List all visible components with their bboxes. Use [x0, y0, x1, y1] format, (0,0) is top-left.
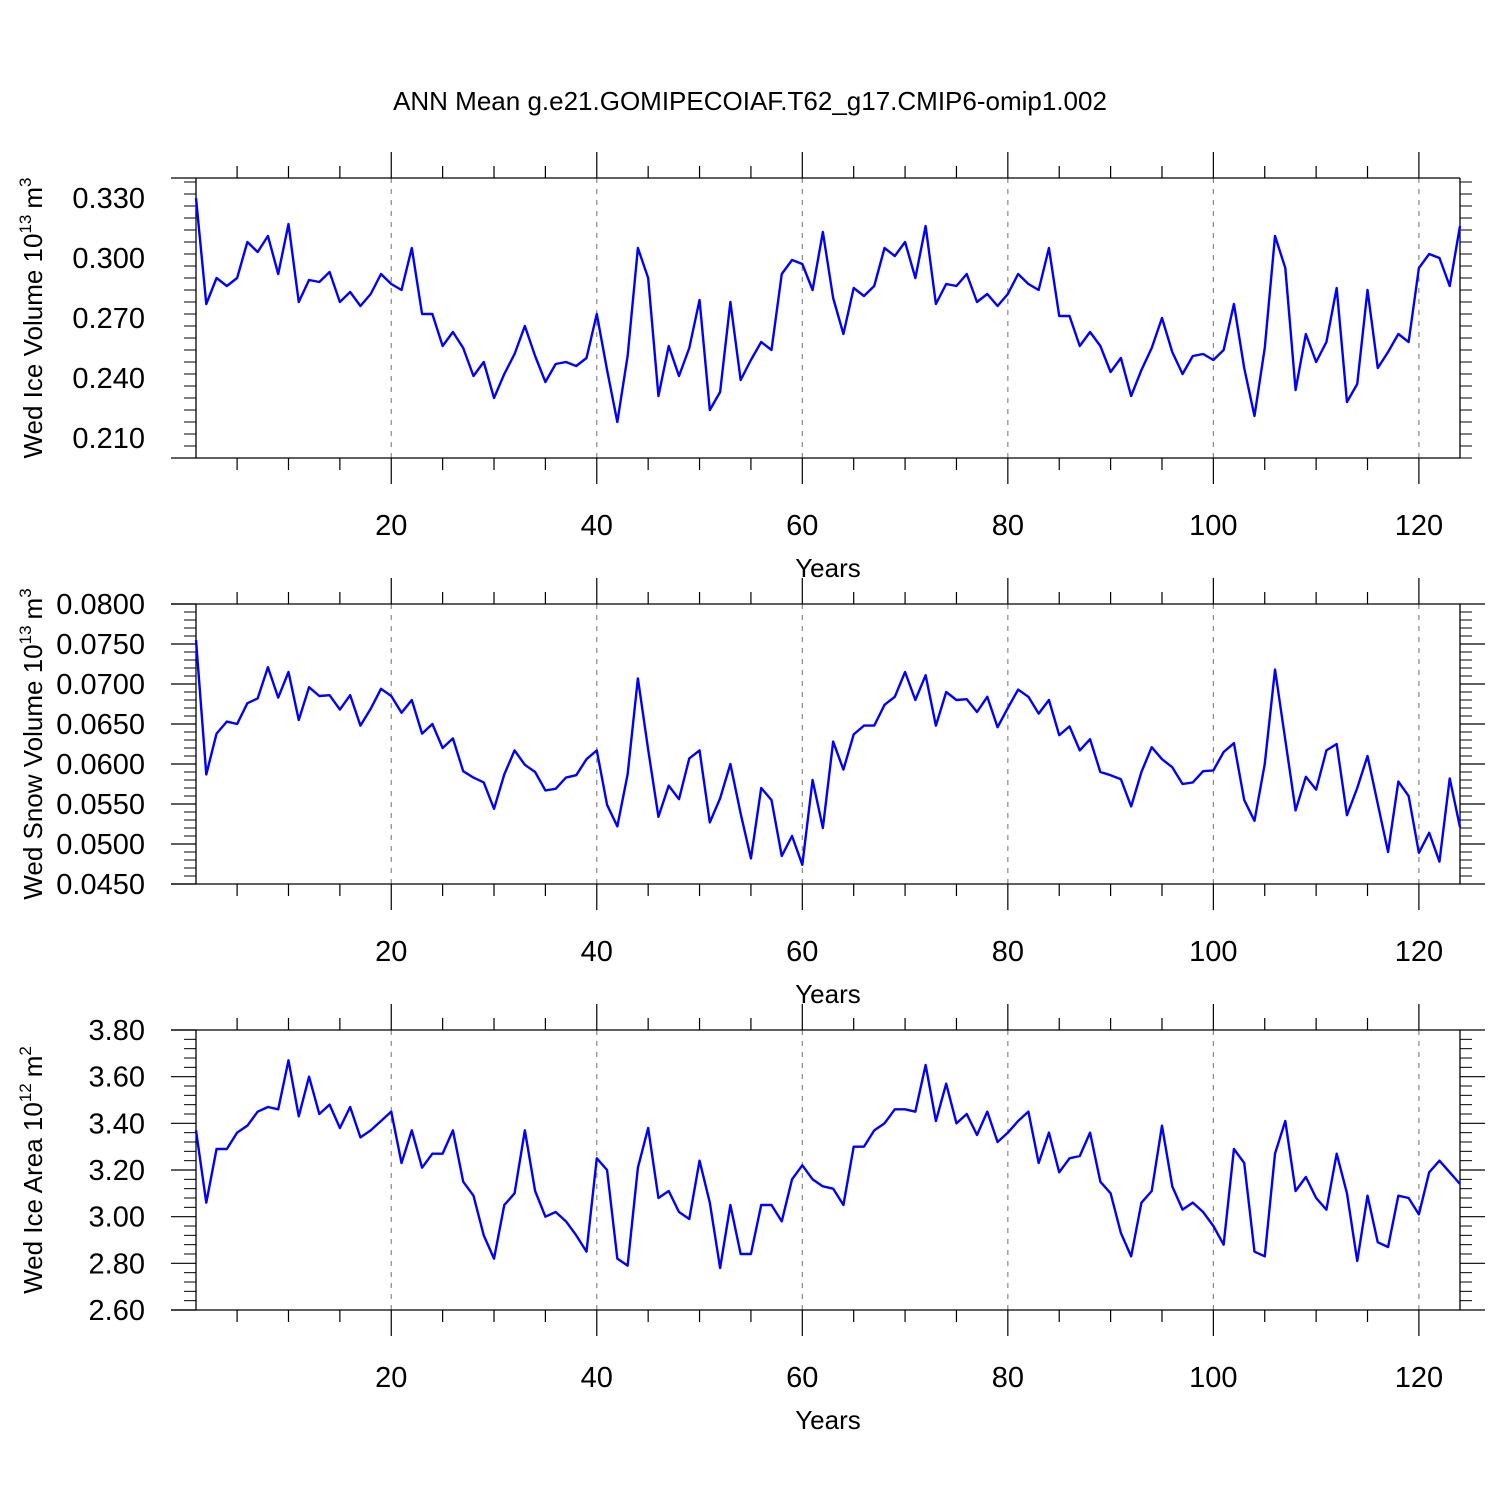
x-tick-label: 80 — [992, 1362, 1024, 1394]
y-tick-label: 0.240 — [72, 363, 145, 395]
y-tick-label: 0.0600 — [56, 749, 145, 781]
y-tick-label: 0.330 — [72, 183, 145, 215]
x-tick-label: 100 — [1189, 1362, 1237, 1394]
x-tick-label: 40 — [581, 936, 613, 968]
x-tick-label: 100 — [1189, 936, 1237, 968]
y-tick-label: 0.0800 — [56, 589, 145, 621]
x-axis-title: Years — [795, 553, 861, 583]
y-tick-label: 0.0650 — [56, 709, 145, 741]
y-tick-label: 2.60 — [89, 1295, 145, 1327]
x-axis-title: Years — [795, 979, 861, 1009]
page-title: ANN Mean g.e21.GOMIPECOIAF.T62_g17.CMIP6… — [393, 86, 1107, 116]
y-tick-label: 3.60 — [89, 1062, 145, 1094]
y-tick-label: 3.00 — [89, 1202, 145, 1234]
y-axis-title: Wed Snow Volume 1013m3 — [16, 588, 48, 899]
x-tick-label: 120 — [1395, 1362, 1443, 1394]
y-tick-label: 0.0750 — [56, 629, 145, 661]
x-axis-title: Years — [795, 1405, 861, 1435]
x-tick-label: 20 — [375, 1362, 407, 1394]
y-tick-label: 0.270 — [72, 303, 145, 335]
panel-ice-area: 20 40 60 80 100 120 2.60 2.80 3.00 3.20 3.40 3.60 3.… — [16, 1004, 1485, 1435]
y-tick-label: 2.80 — [89, 1248, 145, 1280]
x-tick-label: 40 — [581, 1362, 613, 1394]
series-line — [194, 197, 1462, 424]
panel-ice-volume: 20 40 60 80 100 120 0.210 0.240 0.270 0.300 0.330 Y… — [16, 152, 1472, 583]
x-tick-label: 120 — [1395, 936, 1443, 968]
x-tick-label: 20 — [375, 510, 407, 542]
x-tick-label: 60 — [786, 510, 818, 542]
x-tick-label: 20 — [375, 936, 407, 968]
x-tick-label: 60 — [786, 1362, 818, 1394]
series-line — [194, 1059, 1461, 1270]
y-tick-label: 0.0450 — [56, 869, 145, 901]
x-tick-label: 60 — [786, 936, 818, 968]
y-axis-title: Wed Ice Volume 1013m3 — [16, 177, 48, 458]
x-tick-label: 120 — [1395, 510, 1443, 542]
y-tick-label: 3.80 — [89, 1015, 145, 1047]
y-tick-label: 0.210 — [72, 423, 145, 455]
panel-snow-volume: 20 40 60 80 100 120 0.0450 0.0500 0.0550 0.0600 0.… — [16, 578, 1485, 1009]
y-tick-label: 3.40 — [89, 1108, 145, 1140]
series-line — [194, 639, 1462, 866]
y-tick-label: 0.0700 — [56, 669, 145, 701]
y-tick-label: 0.0500 — [56, 829, 145, 861]
y-axis-title: Wed Ice Area 1012m2 — [16, 1046, 48, 1294]
x-tick-label: 100 — [1189, 510, 1237, 542]
y-tick-label: 3.20 — [89, 1155, 145, 1187]
x-tick-label: 40 — [581, 510, 613, 542]
x-tick-label: 80 — [992, 510, 1024, 542]
x-tick-label: 80 — [992, 936, 1024, 968]
y-tick-label: 0.0550 — [56, 789, 145, 821]
y-tick-label: 0.300 — [72, 243, 145, 275]
